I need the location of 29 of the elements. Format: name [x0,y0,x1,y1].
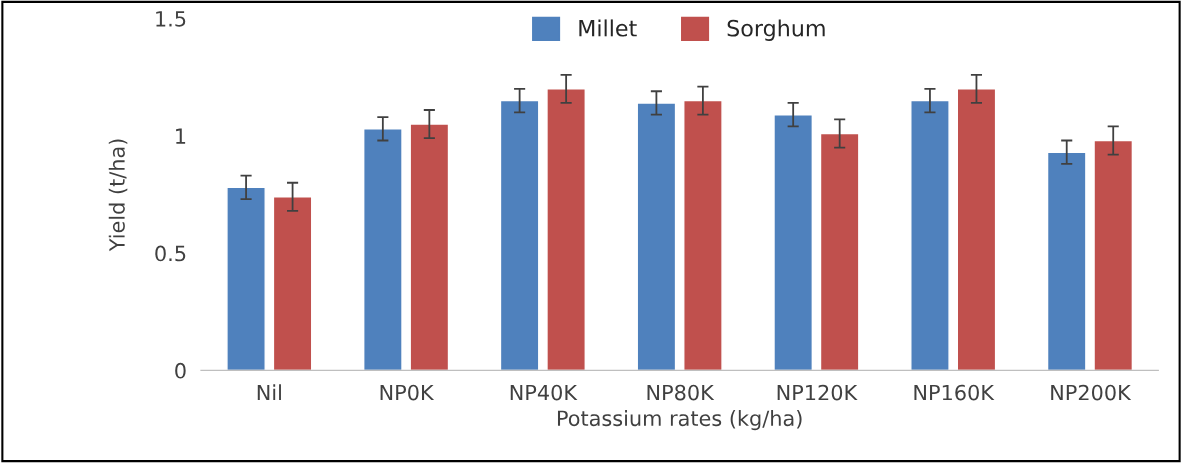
x-tick-label: NP0K [380,384,435,401]
y-tick-label: 0.5 [155,245,186,262]
y-axis-title: Yield (t/ha) [108,139,128,252]
x-tick-label: NP40K [510,384,578,401]
bar [409,123,450,371]
x-axis-title: Potassium rates (kg/ha) [557,410,802,431]
bar [636,102,677,371]
bar [1046,151,1087,371]
bar [819,132,860,371]
x-tick-label: Nil [257,384,281,401]
bar [226,186,266,371]
legend-label: Sorghum [727,19,825,41]
y-tick-label: 1.5 [156,11,186,27]
bar [363,128,403,371]
y-tick-label: 1 [176,128,186,144]
legend-label: Millet [579,19,637,37]
y-tick-label: 0 [175,362,186,379]
bar [546,88,586,371]
bar [683,99,723,371]
x-tick-label: NP200K [1051,384,1132,401]
x-tick-label: NP120K [777,384,858,401]
x-tick-label: NP160K [914,384,995,401]
bar [773,114,814,371]
bar [272,196,313,371]
bar [910,99,950,371]
bar [1093,139,1134,371]
x-tick-label: NP80K [647,384,715,401]
bar [499,99,540,371]
bar [956,88,997,371]
